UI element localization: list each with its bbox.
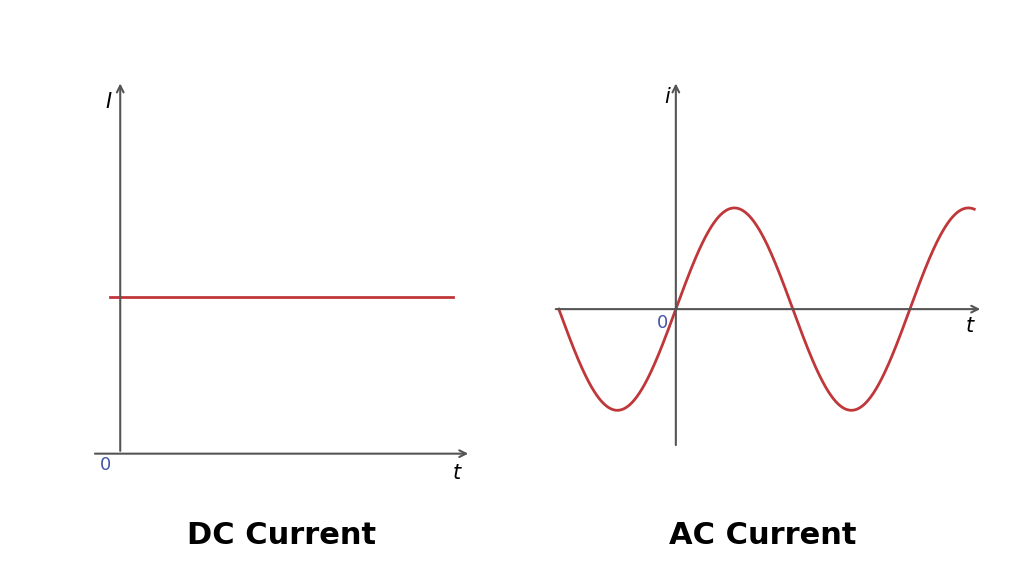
- Text: I: I: [105, 92, 112, 112]
- Text: DC Current: DC Current: [187, 521, 376, 550]
- Text: t: t: [966, 316, 974, 336]
- Text: i: i: [665, 88, 670, 108]
- Text: 0: 0: [657, 314, 669, 332]
- Text: t: t: [453, 463, 461, 483]
- Text: AC Current: AC Current: [669, 521, 857, 550]
- Text: 0: 0: [100, 456, 112, 473]
